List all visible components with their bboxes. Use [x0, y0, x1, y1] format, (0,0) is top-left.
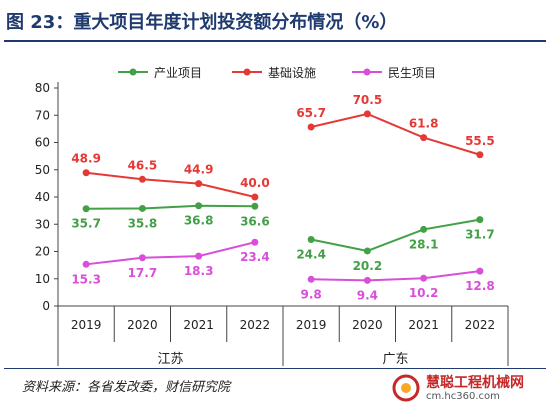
data-label: 28.1 [409, 237, 439, 251]
data-label: 23.4 [240, 250, 270, 264]
y-tick-label: 80 [35, 81, 50, 95]
watermark-url: cm.hc360.com [426, 391, 500, 402]
data-label: 12.8 [465, 279, 495, 293]
y-tick-label: 70 [35, 108, 50, 122]
data-point [420, 134, 428, 142]
data-label: 10.2 [409, 286, 439, 300]
data-label: 35.7 [71, 217, 101, 231]
data-label: 24.4 [296, 248, 326, 262]
source-divider [4, 368, 546, 369]
legend-entry: 基础设施 [268, 66, 316, 80]
x-tick-label: 2022 [240, 318, 271, 332]
watermark: 慧聪工程机械网 cm.hc360.com [392, 372, 546, 406]
y-tick-label: 20 [35, 245, 50, 259]
data-label: 70.5 [353, 93, 383, 107]
data-label: 15.3 [71, 272, 101, 286]
data-label: 35.8 [128, 216, 158, 230]
data-label: 61.8 [409, 117, 439, 131]
series-line [311, 270, 480, 282]
data-label: 18.3 [184, 264, 214, 278]
x-tick-label: 2021 [183, 318, 214, 332]
x-tick-label: 2020 [352, 318, 383, 332]
group-label: 江苏 [157, 351, 183, 366]
series-line [310, 218, 481, 252]
watermark-logo-icon [392, 374, 420, 402]
data-point [476, 216, 484, 224]
y-tick-label: 40 [35, 190, 50, 204]
data-point [420, 225, 428, 233]
data-label: 17.7 [128, 266, 158, 280]
series-line [86, 204, 255, 210]
watermark-text: 慧聪工程机械网 [426, 375, 524, 391]
series-line [310, 112, 481, 156]
data-point [195, 180, 203, 188]
data-point [251, 238, 259, 246]
data-label: 31.7 [465, 228, 495, 242]
data-label: 9.4 [357, 288, 378, 302]
data-label: 46.5 [128, 158, 158, 172]
x-tick-label: 2021 [408, 318, 439, 332]
y-tick-label: 50 [35, 163, 50, 177]
series-line [86, 241, 256, 266]
x-tick-label: 2019 [71, 318, 102, 332]
data-point [363, 247, 371, 255]
x-tick-label: 2019 [296, 318, 327, 332]
data-point [307, 275, 315, 283]
data-point [82, 205, 90, 213]
data-point [363, 276, 371, 284]
title-divider [4, 40, 546, 42]
y-tick-label: 10 [35, 272, 50, 286]
data-point [195, 252, 203, 260]
data-point [138, 175, 146, 183]
data-label: 65.7 [296, 106, 326, 120]
series-line [86, 171, 256, 198]
group-label: 广东 [382, 352, 408, 366]
data-point [138, 254, 146, 262]
data-point [82, 169, 90, 177]
source-note: 资料来源：各省发改委，财信研究院 [22, 380, 231, 395]
data-point [251, 202, 259, 210]
data-label: 36.8 [184, 214, 214, 228]
data-label: 48.9 [71, 152, 101, 166]
legend-entry: 民生项目 [388, 66, 436, 80]
data-point [195, 202, 203, 210]
line-chart: 0 10 20 30 40 50 60 70 80 2019 2020 2021 2022 江苏 2019 2… [35, 66, 509, 367]
data-label: 36.6 [240, 214, 270, 228]
data-point [82, 260, 90, 268]
data-point [307, 236, 315, 244]
data-point [307, 123, 315, 131]
data-point [138, 204, 146, 212]
legend-entry: 产业项目 [154, 66, 202, 80]
data-label: 20.2 [353, 259, 383, 273]
data-label: 44.9 [184, 163, 214, 177]
x-tick-label: 2022 [465, 318, 496, 332]
chart-area: 0 10 20 30 40 50 60 70 80 2019 2020 2021 2022 江苏 2019 2… [0, 44, 550, 367]
data-point [420, 274, 428, 282]
legend-swatch-marker [129, 68, 137, 76]
data-point [476, 267, 484, 275]
x-tick-label: 2020 [127, 318, 158, 332]
title-bar: 图 23：重大项目年度计划投资额分布情况（%） [0, 0, 550, 44]
legend-swatch-marker [363, 68, 371, 76]
data-label: 55.5 [465, 134, 495, 148]
data-label: 9.8 [300, 287, 321, 301]
data-point [363, 110, 371, 118]
y-tick-label: 0 [42, 299, 50, 313]
page-title: 图 23：重大项目年度计划投资额分布情况（%） [6, 12, 398, 33]
data-point [476, 151, 484, 159]
legend-swatch-marker [243, 68, 251, 76]
y-tick-label: 60 [35, 136, 50, 150]
data-point [251, 193, 259, 201]
y-tick-label: 30 [35, 217, 50, 231]
data-label: 40.0 [240, 176, 270, 190]
